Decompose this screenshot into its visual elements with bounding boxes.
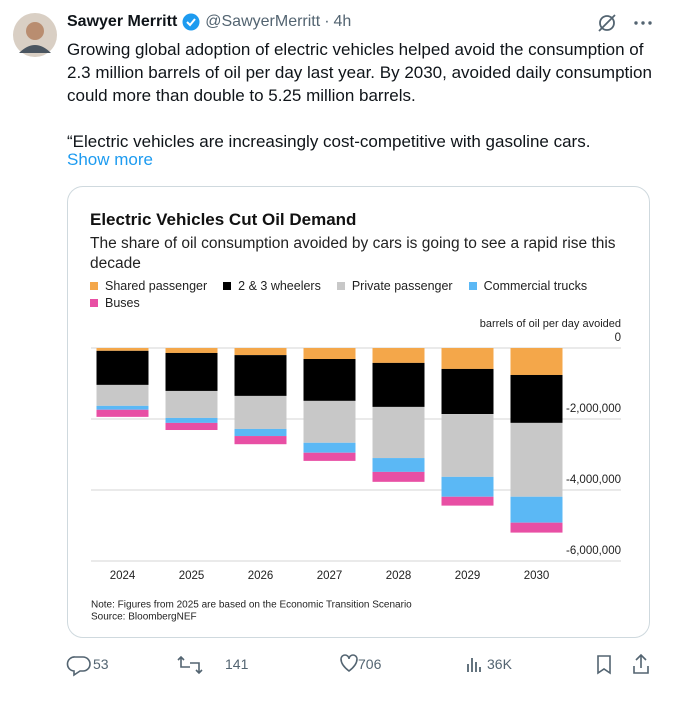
separator: ·: [324, 13, 330, 30]
top-icons: [598, 14, 652, 32]
y-axis-label: barrels of oil per day avoided: [480, 318, 621, 330]
legend-label: 2 & 3 wheelers: [238, 279, 321, 293]
bar-segment: [303, 452, 356, 461]
bar-segment: [510, 496, 563, 523]
views-icon[interactable]: [467, 658, 481, 672]
bar-segment: [303, 400, 356, 443]
reply-icon[interactable]: [66, 656, 91, 677]
bar-segment: [234, 428, 287, 437]
legend-swatch: [336, 282, 345, 290]
y-tick-label: 0: [615, 332, 621, 344]
bar-segment: [165, 390, 218, 418]
chart: barrels of oil per day avoided 0 -2,000,00…: [91, 318, 621, 623]
chart-title: Electric Vehicles Cut Oil Demand: [90, 210, 357, 229]
author-name[interactable]: Sawyer Merritt: [67, 13, 178, 30]
legend-label: Private passenger: [351, 279, 453, 293]
bar-segment: [441, 414, 494, 477]
bar-segment: [234, 436, 287, 445]
tweet-text: Growing global adoption of electric vehi…: [67, 38, 655, 176]
y-tick-label: -4,000,000: [566, 474, 621, 486]
show-more[interactable]: Show more: [67, 150, 153, 169]
bar-segment: [165, 422, 218, 431]
bar-segment: [96, 405, 149, 410]
bar-segment: [372, 471, 425, 482]
bar-segment: [234, 395, 287, 429]
legend-item: Commercial trucks: [468, 279, 588, 293]
chart-subtitle: The share of oil consumption avoided by …: [90, 235, 616, 272]
bar-segment: [234, 355, 287, 396]
handle[interactable]: @SawyerMerritt: [205, 13, 321, 30]
legend: Shared passenger 2 & 3 wheelers Private pa…: [90, 279, 620, 310]
bar-segment: [96, 350, 149, 385]
bar-segment: [165, 417, 218, 423]
bar-segment: [510, 374, 563, 423]
bar-segment: [372, 362, 425, 407]
bookmark-icon[interactable]: [597, 655, 611, 675]
x-tick-label: 2025: [179, 570, 205, 582]
bar-segment: [510, 348, 563, 375]
chart-note: Source: BloombergNEF: [91, 612, 197, 623]
bar-segment: [510, 422, 563, 497]
share-icon[interactable]: [633, 653, 649, 674]
bar-segment: [441, 348, 494, 369]
bar-segment: [510, 522, 563, 533]
repost-icon[interactable]: [177, 655, 203, 675]
like-count: 706: [358, 656, 382, 672]
like-icon[interactable]: [340, 654, 358, 673]
bar-segment: [165, 352, 218, 391]
bar-segment: [372, 348, 425, 363]
verified-badge: [182, 13, 200, 31]
bar-segment: [441, 476, 494, 497]
legend-swatch: [90, 282, 98, 290]
bar-segment: [165, 348, 218, 353]
reply-count: 53: [93, 656, 109, 672]
bar-segment: [96, 409, 149, 417]
bar-segment: [303, 442, 356, 453]
bar-segment: [441, 496, 494, 506]
legend-label: Shared passenger: [105, 279, 208, 293]
chart-card[interactable]: barrels of oil per day avoided 0 -2,000,00…: [67, 186, 650, 638]
x-tick-label: 2029: [455, 570, 481, 582]
x-tick-label: 2027: [317, 570, 343, 582]
x-tick-label: 2024: [110, 570, 136, 582]
bar-segment: [303, 348, 356, 360]
y-tick-label: -2,000,000: [566, 403, 621, 415]
legend-item: 2 & 3 wheelers: [223, 279, 321, 293]
bar-segment: [303, 359, 356, 401]
bar-segment: [96, 384, 149, 406]
x-tick-label: 2026: [248, 570, 274, 582]
bar-segment: [234, 348, 287, 356]
legend-swatch: [468, 282, 477, 290]
bar-segment: [372, 406, 425, 459]
x-tick-label: 2030: [524, 570, 550, 582]
chart-note: Note: Figures from 2025 are based on the…: [91, 600, 412, 611]
x-tick-label: 2028: [386, 570, 412, 582]
repost-count: 141: [225, 656, 249, 672]
time[interactable]: 4h: [333, 13, 352, 30]
legend-swatch: [90, 299, 98, 307]
tweet-paragraph: “Electric vehicles are increasingly cost…: [67, 132, 591, 151]
legend-label: Commercial trucks: [483, 279, 588, 293]
avatar[interactable]: [13, 13, 57, 57]
view-count: 36K: [487, 656, 512, 672]
legend-swatch: [223, 282, 232, 290]
legend-item: Buses: [90, 296, 140, 310]
legend-item: Shared passenger: [90, 279, 207, 293]
bar-segment: [372, 458, 425, 472]
tweet-paragraph: Growing global adoption of electric vehi…: [67, 40, 652, 105]
bar-segment: [96, 348, 149, 351]
action-icons: [66, 653, 649, 677]
tweet-header: Sawyer Merritt @SawyerMerritt · 4h: [67, 12, 351, 32]
y-tick-label: -6,000,000: [566, 545, 621, 557]
legend-item: Private passenger: [336, 279, 453, 293]
legend-label: Buses: [105, 296, 140, 310]
bar-segment: [441, 368, 494, 415]
